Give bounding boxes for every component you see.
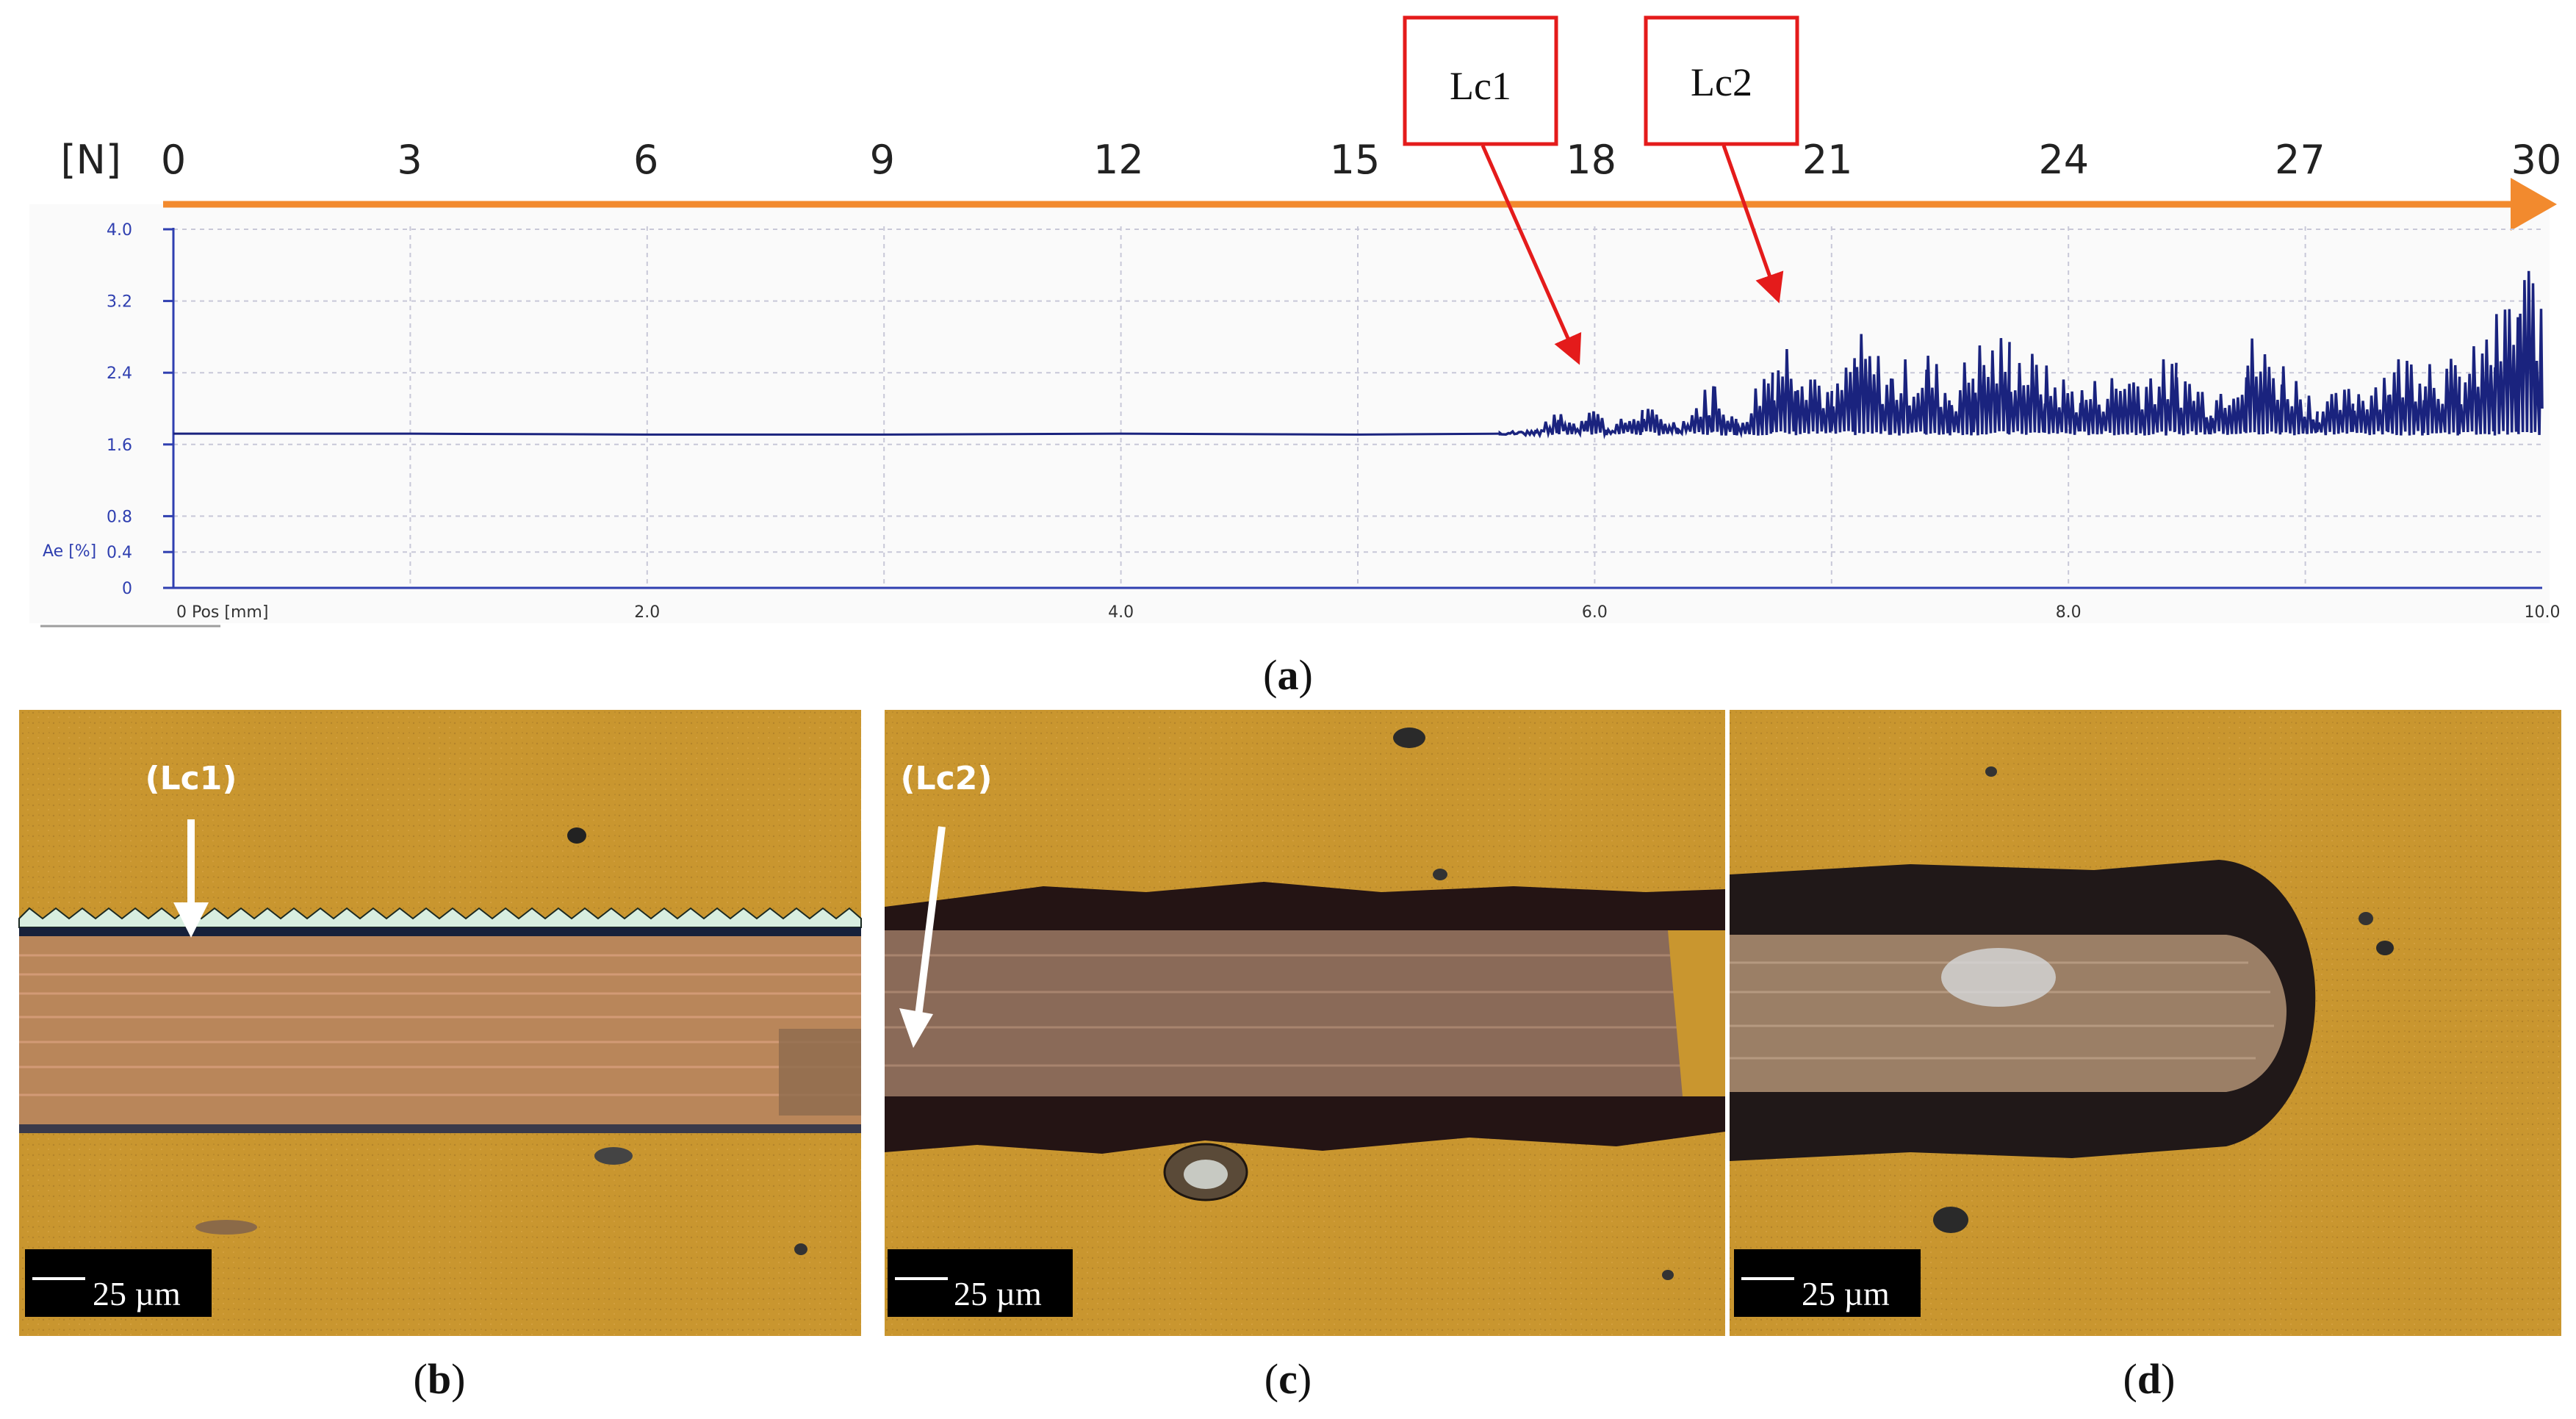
force-tick-labels: 0 3 6 9 12 15 18 21 24 27 30 bbox=[161, 137, 2562, 183]
track-b-striations bbox=[19, 954, 861, 1096]
lc1-marker-label: (Lc1) bbox=[145, 760, 237, 797]
track-c-striations bbox=[885, 954, 1725, 1067]
force-tick-label: 18 bbox=[1566, 137, 1616, 183]
x-tick-label: 6.0 bbox=[1582, 603, 1608, 622]
ae-signal-spikes bbox=[1498, 270, 2544, 439]
exposed-substrate-patch bbox=[1941, 948, 2056, 1007]
y-tick-label: 2.4 bbox=[107, 364, 132, 383]
x-tick-labels: 2.0 4.0 6.0 8.0 10.0 bbox=[634, 603, 2560, 622]
scale-bar-b bbox=[25, 1249, 212, 1317]
force-tick-label: 0 bbox=[161, 137, 186, 183]
lc2-callout-label: Lc2 bbox=[1691, 60, 1752, 104]
force-tick-label: 3 bbox=[397, 137, 422, 183]
scale-bar-c bbox=[888, 1249, 1073, 1317]
x-tick-label: 8.0 bbox=[2056, 603, 2082, 622]
force-tick-label: 12 bbox=[1093, 137, 1144, 183]
lc1-chipping-edge bbox=[18, 907, 862, 928]
panel-b-caption: (b) bbox=[414, 1355, 466, 1403]
y-tick-label: 4.0 bbox=[107, 221, 132, 240]
pull-out-defect-core bbox=[1184, 1160, 1228, 1189]
x-tick-label: 2.0 bbox=[634, 603, 660, 622]
lc1-marker-arrow-head bbox=[173, 902, 209, 938]
y-tick-label: 3.2 bbox=[107, 293, 132, 312]
force-tick-label: 30 bbox=[2511, 137, 2562, 183]
surface-pit bbox=[794, 1243, 807, 1255]
force-tick-label: 24 bbox=[2038, 137, 2089, 183]
scale-bar-b-label: 25 µm bbox=[93, 1275, 181, 1312]
scale-bar-d-label: 25 µm bbox=[1802, 1275, 1890, 1312]
force-unit-label: [N] bbox=[60, 137, 121, 183]
y-tick-label: 1.6 bbox=[107, 437, 132, 455]
track-b-upper-edge bbox=[19, 927, 861, 936]
lc1-callout-arrow bbox=[1481, 144, 1582, 365]
lc2-marker-label: (Lc2) bbox=[901, 760, 993, 797]
surface-pit bbox=[1433, 869, 1447, 880]
lc2-marker-arrow-shaft bbox=[915, 826, 946, 1016]
force-tick-label: 6 bbox=[633, 137, 658, 183]
lc2-marker-arrow-head bbox=[899, 1008, 933, 1048]
lc1-callout-box bbox=[1403, 15, 1558, 146]
scale-bar-d bbox=[1734, 1249, 1921, 1317]
force-tick-label: 15 bbox=[1330, 137, 1381, 183]
force-tick-label: 21 bbox=[1802, 137, 1853, 183]
y-tick-label: 0.8 bbox=[107, 508, 132, 526]
track-b-end-mark bbox=[779, 1029, 861, 1116]
surface-defect bbox=[195, 1220, 257, 1235]
y-tick-label: 0.4 bbox=[107, 544, 132, 562]
panel-d-caption: (d) bbox=[2123, 1355, 2176, 1403]
debris-particle bbox=[2376, 941, 2394, 955]
micrograph-b: (Lc1) 25 µm (b) bbox=[18, 710, 862, 1403]
surface-pit bbox=[1393, 728, 1425, 748]
surface-pit bbox=[567, 827, 586, 844]
scale-bar-c-label: 25 µm bbox=[954, 1275, 1042, 1312]
force-tick-label: 27 bbox=[2275, 137, 2325, 183]
surface-pit bbox=[1662, 1270, 1674, 1280]
micrograph-c: (Lc2) 25 µm (c) bbox=[885, 710, 1725, 1403]
force-tick-label: 9 bbox=[870, 137, 895, 183]
x-tick-label: 4.0 bbox=[1108, 603, 1134, 622]
track-b-lower-edge bbox=[19, 1124, 861, 1133]
scratch-track-b bbox=[19, 936, 861, 1124]
x-axis-label: 0 Pos [mm] bbox=[176, 603, 268, 622]
y-tick-labels: 4.0 3.2 2.4 1.6 0.8 0.4 0 bbox=[107, 221, 173, 598]
x-tick-label: 10.0 bbox=[2525, 603, 2561, 622]
track-c-end bbox=[1668, 930, 1725, 1096]
delamination-top-edge bbox=[885, 882, 1725, 930]
y-axis-label: Ae [%] bbox=[43, 542, 96, 561]
surface-defect bbox=[594, 1147, 633, 1165]
y-tick-label: 0 bbox=[122, 580, 132, 598]
lc2-callout-box bbox=[1644, 15, 1799, 146]
scratch-track-c bbox=[885, 930, 1725, 1096]
lc1-callout-label: Lc1 bbox=[1450, 64, 1511, 108]
delamination-bottom-edge bbox=[885, 1096, 1725, 1154]
panel-c-caption: (c) bbox=[1264, 1355, 1312, 1403]
micrograph-d: 25 µm (d) bbox=[1730, 710, 2561, 1403]
lc2-callout-arrow bbox=[1721, 145, 1784, 303]
panel-a-caption: (a) bbox=[1263, 651, 1313, 699]
surface-pit bbox=[2359, 912, 2373, 925]
scratch-test-chart: [N] 0 3 6 9 12 15 18 21 24 27 30 4.0 3.2 2.4 1.6 0.8 0.… bbox=[29, 15, 2562, 699]
surface-pit bbox=[1985, 766, 1997, 777]
debris-particle bbox=[1933, 1207, 1968, 1233]
scratch-track-d bbox=[1730, 935, 2287, 1092]
